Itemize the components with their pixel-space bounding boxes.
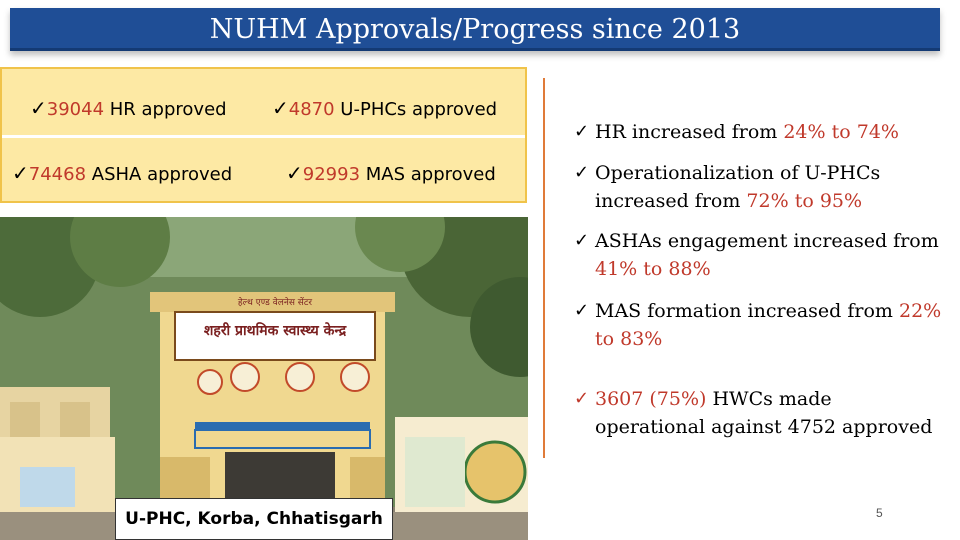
check-icon: ✓: [574, 230, 590, 251]
bullet-asha: ✓ ASHAs engagement increased from 41% to…: [574, 227, 944, 283]
sign-text: शहरी प्राथमिक स्वास्थ्य केन्द्र: [204, 322, 347, 339]
stat-number: 4870: [288, 99, 335, 120]
stat-mas-approved: ✓92993 MAS approved: [286, 161, 496, 185]
vertical-divider: [543, 78, 545, 458]
stat-number: 39044: [46, 99, 105, 120]
stat-hr-approved: ✓39044 HR approved: [30, 96, 227, 120]
stat-uphc-approved: ✓4870 U-PHCs approved: [272, 96, 497, 120]
check-icon: ✓: [30, 96, 47, 120]
stat-label: U-PHCs approved: [334, 99, 498, 120]
uphc-building-photo: शहरी प्राथमिक स्वास्थ्य केन्द्र हेल्थ एण…: [0, 217, 528, 540]
check-icon: ✓: [272, 96, 289, 120]
title-bar: NUHM Approvals/Progress since 2013: [10, 8, 940, 51]
bullet-hwc: ✓ 3607 (75%) HWCs made operational again…: [574, 385, 944, 441]
check-icon: ✓: [574, 121, 590, 142]
stat-asha-approved: ✓74468 ASHA approved: [12, 161, 232, 185]
stat-number: 74468: [28, 164, 87, 185]
sign-small-text: हेल्थ एण्ड वेलनेस सेंटर: [238, 296, 312, 308]
bullet-hr: ✓ HR increased from 24% to 74%: [574, 118, 944, 146]
stat-label: MAS approved: [360, 164, 496, 185]
check-icon: ✓: [574, 300, 590, 321]
stats-box: ✓39044 HR approved ✓4870 U-PHCs approved…: [0, 67, 527, 203]
bullet-uphc: ✓ Operationalization of U-PHCs increased…: [574, 159, 944, 215]
stat-label: HR approved: [104, 99, 227, 120]
check-icon: ✓: [286, 161, 303, 185]
check-icon: ✓: [12, 161, 29, 185]
page-number: 5: [876, 506, 883, 520]
photo-caption: U-PHC, Korba, Chhatisgarh: [115, 498, 393, 540]
stats-divider: [2, 135, 525, 138]
stat-number: 92993: [302, 164, 361, 185]
slide-title: NUHM Approvals/Progress since 2013: [209, 14, 741, 45]
check-icon: ✓: [574, 388, 590, 409]
stat-label: ASHA approved: [86, 164, 233, 185]
check-icon: ✓: [574, 162, 590, 183]
bullet-mas: ✓ MAS formation increased from 22% to 83…: [574, 297, 944, 353]
